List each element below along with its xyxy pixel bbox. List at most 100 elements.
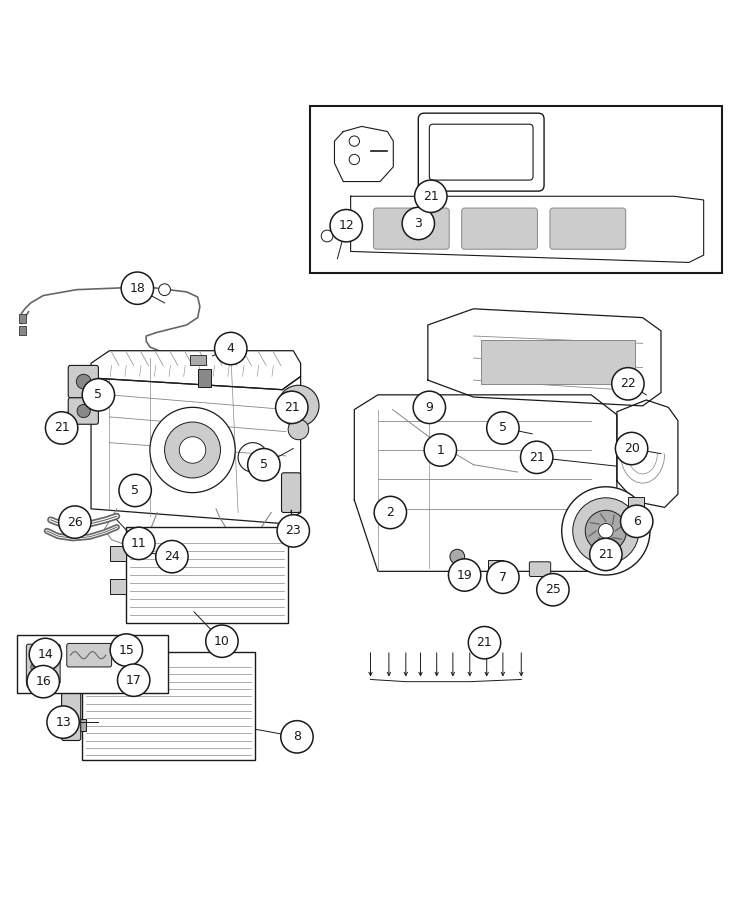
- Text: 21: 21: [284, 400, 299, 414]
- Bar: [110, 580, 126, 594]
- Bar: [110, 546, 126, 561]
- Polygon shape: [91, 376, 301, 524]
- FancyBboxPatch shape: [462, 208, 537, 249]
- Text: 21: 21: [54, 421, 70, 435]
- Text: 9: 9: [425, 400, 433, 414]
- Circle shape: [612, 367, 644, 400]
- Bar: [126, 527, 288, 623]
- Circle shape: [247, 448, 280, 481]
- Bar: [198, 369, 211, 388]
- FancyBboxPatch shape: [419, 113, 544, 191]
- Circle shape: [585, 510, 626, 552]
- Bar: [67, 675, 86, 687]
- Circle shape: [349, 136, 359, 147]
- Circle shape: [27, 680, 35, 688]
- Bar: [310, 106, 722, 274]
- Circle shape: [122, 272, 153, 304]
- Text: 4: 4: [227, 342, 235, 355]
- FancyBboxPatch shape: [282, 472, 301, 512]
- Circle shape: [520, 441, 553, 473]
- Text: 12: 12: [339, 220, 354, 232]
- Bar: [18, 635, 168, 693]
- Text: 26: 26: [67, 516, 83, 528]
- Circle shape: [30, 652, 38, 660]
- Circle shape: [45, 412, 78, 444]
- Circle shape: [590, 538, 622, 571]
- Text: 18: 18: [130, 282, 145, 294]
- Text: 17: 17: [126, 674, 142, 687]
- Bar: [420, 406, 431, 413]
- FancyBboxPatch shape: [373, 208, 449, 249]
- Bar: [190, 356, 207, 365]
- Text: 21: 21: [423, 190, 439, 203]
- Circle shape: [59, 506, 91, 538]
- Circle shape: [150, 408, 235, 492]
- Circle shape: [77, 404, 90, 418]
- Text: 22: 22: [620, 377, 636, 391]
- Circle shape: [82, 379, 115, 411]
- Circle shape: [119, 474, 151, 507]
- Circle shape: [278, 385, 319, 427]
- FancyBboxPatch shape: [529, 562, 551, 577]
- Bar: [488, 561, 503, 572]
- Bar: [67, 719, 86, 731]
- Circle shape: [179, 436, 206, 464]
- Circle shape: [277, 515, 310, 547]
- Circle shape: [41, 652, 49, 660]
- Circle shape: [156, 541, 188, 572]
- Bar: [82, 652, 255, 760]
- Polygon shape: [428, 309, 661, 406]
- Text: 14: 14: [38, 648, 53, 661]
- Circle shape: [118, 664, 150, 697]
- FancyBboxPatch shape: [62, 670, 81, 741]
- Circle shape: [349, 155, 359, 165]
- Bar: [19, 314, 26, 323]
- Text: 13: 13: [56, 716, 71, 729]
- Circle shape: [165, 422, 221, 478]
- Circle shape: [44, 680, 53, 688]
- Text: 5: 5: [94, 388, 102, 401]
- Text: 24: 24: [164, 550, 180, 563]
- Text: 16: 16: [36, 675, 51, 688]
- Circle shape: [487, 561, 519, 593]
- Circle shape: [562, 487, 650, 575]
- Bar: [19, 327, 26, 336]
- Circle shape: [424, 434, 456, 466]
- Text: 19: 19: [456, 569, 473, 581]
- Polygon shape: [91, 351, 301, 390]
- Polygon shape: [334, 126, 393, 182]
- Circle shape: [47, 706, 79, 738]
- FancyBboxPatch shape: [68, 398, 99, 424]
- Circle shape: [215, 332, 247, 365]
- Text: 25: 25: [545, 583, 561, 596]
- Bar: [628, 497, 644, 510]
- Circle shape: [159, 284, 170, 295]
- Text: 21: 21: [476, 636, 492, 649]
- Text: 20: 20: [624, 442, 639, 455]
- Text: 5: 5: [260, 458, 268, 472]
- Circle shape: [402, 207, 434, 239]
- Circle shape: [281, 721, 313, 753]
- Circle shape: [206, 625, 238, 657]
- Text: 23: 23: [285, 525, 301, 537]
- Circle shape: [110, 634, 142, 666]
- Text: 3: 3: [414, 217, 422, 230]
- Text: 1: 1: [436, 444, 445, 456]
- Text: 21: 21: [529, 451, 545, 464]
- FancyBboxPatch shape: [68, 365, 99, 398]
- Text: 8: 8: [293, 730, 301, 743]
- Circle shape: [330, 210, 362, 242]
- Text: 11: 11: [131, 537, 147, 550]
- Bar: [481, 339, 635, 383]
- Circle shape: [27, 665, 59, 698]
- Circle shape: [29, 638, 62, 670]
- Circle shape: [374, 496, 407, 528]
- Circle shape: [468, 626, 501, 659]
- Circle shape: [30, 663, 38, 670]
- Text: 10: 10: [214, 634, 230, 648]
- Circle shape: [322, 230, 333, 242]
- Text: 5: 5: [131, 484, 139, 497]
- Text: 6: 6: [633, 515, 641, 527]
- Circle shape: [276, 392, 308, 424]
- Circle shape: [573, 498, 639, 564]
